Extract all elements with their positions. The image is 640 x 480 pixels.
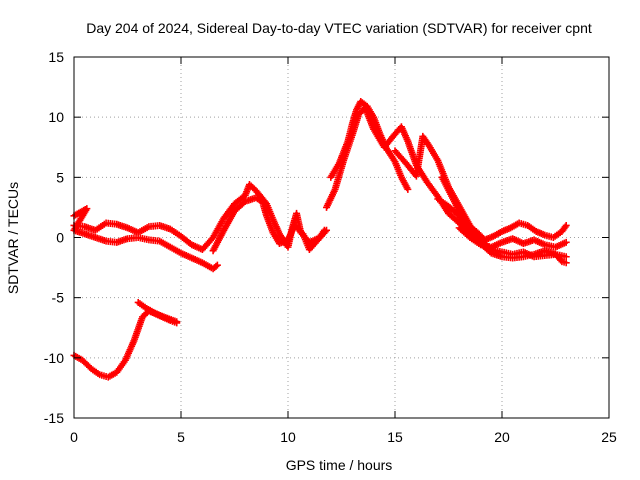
ticks: 0 5 10 15 20 25 -15 -10 -5 0 5 10 15 (44, 49, 617, 445)
data-point (213, 261, 221, 269)
x-tick-label: 20 (494, 429, 510, 445)
data-points (70, 98, 570, 381)
data-point (404, 185, 412, 193)
y-tick-label: 5 (56, 169, 64, 185)
x-tick-label: 5 (177, 429, 185, 445)
y-tick-label: -5 (52, 290, 65, 306)
y-tick-label: 10 (48, 109, 64, 125)
series-track-i (438, 173, 570, 244)
series-track-c (70, 205, 221, 273)
data-point (320, 226, 328, 234)
x-tick-label: 0 (70, 429, 78, 445)
series-track-b (134, 298, 181, 326)
data-point (562, 253, 570, 261)
series-track-f (327, 98, 412, 193)
chart-title: Day 204 of 2024, Sidereal Day-to-day VTE… (86, 20, 592, 36)
x-axis-label: GPS time / hours (286, 457, 393, 473)
series-track-k (455, 224, 570, 251)
y-axis-label: SDTVAR / TECUs (5, 182, 21, 294)
y-tick-label: -15 (44, 410, 64, 426)
y-tick-label: 15 (48, 49, 64, 65)
grid (74, 57, 609, 418)
x-tick-label: 15 (387, 429, 403, 445)
data-point (562, 221, 570, 229)
x-tick-label: 25 (601, 429, 617, 445)
data-point (561, 223, 569, 231)
y-tick-label: 0 (56, 230, 64, 246)
data-point (562, 238, 570, 246)
data-point (173, 318, 181, 326)
series-track-e (209, 194, 328, 255)
y-tick-label: -10 (44, 350, 64, 366)
data-point (562, 259, 570, 267)
data-point (212, 262, 220, 270)
x-tick-label: 10 (280, 429, 296, 445)
